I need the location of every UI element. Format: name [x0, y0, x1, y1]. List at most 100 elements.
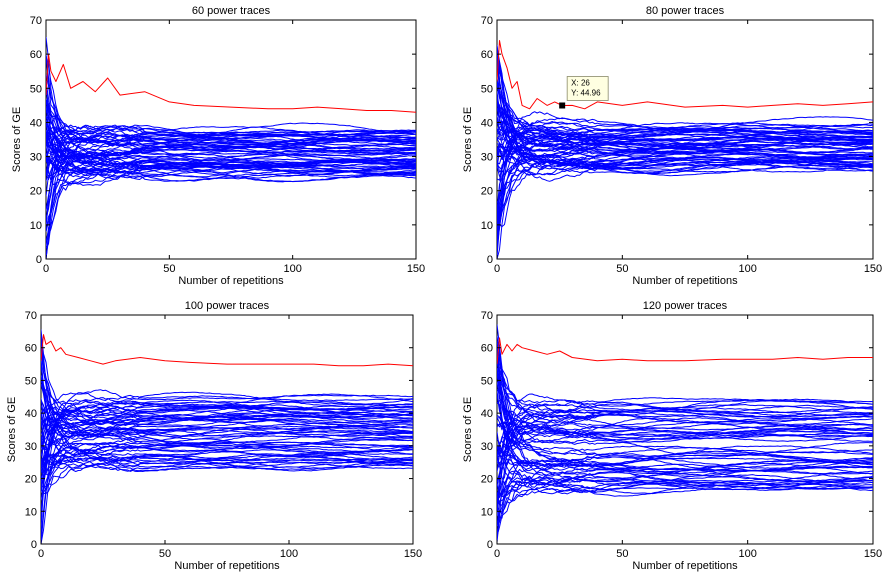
x-tick-label: 100 — [738, 548, 756, 560]
trace-line — [41, 398, 413, 469]
trace-line — [497, 340, 873, 477]
y-tick-label: 70 — [30, 15, 42, 27]
y-tick-label: 30 — [481, 441, 493, 453]
y-tick-label: 60 — [30, 49, 42, 61]
x-tick-label: 100 — [283, 263, 301, 275]
y-tick-label: 50 — [30, 83, 42, 95]
trace-line — [497, 146, 873, 160]
trace-line — [497, 477, 873, 508]
trace-line — [497, 452, 873, 527]
y-tick-label: 60 — [481, 49, 493, 61]
x-axis-label: Number of repetitions — [174, 560, 280, 572]
trace-line — [41, 389, 413, 544]
y-tick-label: 60 — [25, 343, 37, 355]
x-tick-label: 50 — [616, 263, 628, 275]
y-tick-label: 30 — [481, 152, 493, 164]
trace-line — [497, 454, 873, 491]
trace-line — [41, 412, 413, 435]
y-tick-label: 20 — [25, 474, 37, 486]
trace-line — [497, 450, 873, 470]
chart-panel-80-power-traces: 0 50 100 150 0 10 20 30 40 50 60 70 80 power traces N… — [462, 5, 882, 287]
y-tick-label: 70 — [481, 310, 493, 322]
trace-line — [46, 155, 416, 186]
chart-title: 120 power traces — [643, 300, 728, 312]
chart-panel-100-power-traces: 0 50 100 150 0 10 20 30 40 50 60 70 100 power traces… — [6, 300, 422, 572]
trace-line — [46, 137, 416, 224]
trace-line — [497, 361, 873, 414]
x-tick-label: 0 — [494, 263, 500, 275]
trace-line — [497, 482, 873, 497]
trace-line — [497, 50, 873, 168]
trace-line — [41, 415, 413, 473]
trace-line — [46, 152, 416, 225]
y-axis-label: Scores of GE — [462, 107, 474, 172]
trace-line — [497, 431, 873, 452]
data-tip[interactable]: X: 26Y: 44.96 — [559, 76, 609, 109]
trace-line — [46, 110, 416, 140]
x-tick-label: 150 — [864, 548, 882, 560]
trace-line — [497, 381, 873, 435]
trace-line — [41, 443, 413, 477]
y-tick-label: 20 — [481, 186, 493, 198]
trace-line — [41, 408, 413, 434]
trace-line — [497, 390, 873, 460]
trace-line — [497, 403, 873, 510]
trace-line — [497, 111, 873, 211]
correct-key-trace-line — [41, 334, 413, 367]
y-axis-label: Scores of GE — [6, 397, 18, 462]
correct-key-trace-line — [497, 40, 873, 110]
y-tick-label: 10 — [481, 506, 493, 518]
data-tip-text: Y: 44.96 — [571, 88, 601, 97]
trace-line — [497, 394, 873, 472]
trace-line — [497, 368, 873, 443]
trace-line — [41, 414, 413, 473]
y-tick-label: 10 — [30, 220, 42, 232]
x-tick-label: 50 — [159, 548, 171, 560]
y-tick-label: 0 — [487, 539, 493, 551]
trace-line — [41, 402, 413, 468]
trace-line — [41, 392, 413, 467]
trace-line — [41, 405, 413, 493]
y-tick-label: 40 — [481, 408, 493, 420]
trace-line — [497, 423, 873, 457]
trace-line — [497, 350, 873, 420]
correct-key-trace-line — [46, 53, 416, 113]
trace-line — [46, 133, 416, 172]
x-tick-label: 0 — [494, 548, 500, 560]
trace-line — [497, 402, 873, 455]
trace-line — [497, 155, 873, 182]
data-tip-marker[interactable] — [559, 102, 566, 109]
x-tick-label: 50 — [616, 548, 628, 560]
y-tick-label: 70 — [25, 310, 37, 322]
y-tick-label: 10 — [481, 220, 493, 232]
trace-line — [46, 145, 416, 180]
y-tick-label: 0 — [36, 254, 42, 266]
y-tick-label: 0 — [31, 539, 37, 551]
trace-line — [46, 131, 416, 159]
trace-line — [46, 167, 416, 247]
y-axis-label: Scores of GE — [462, 397, 474, 462]
chart-title: 80 power traces — [646, 5, 725, 17]
trace-line — [41, 400, 413, 421]
x-tick-label: 0 — [43, 263, 49, 275]
trace-line — [41, 455, 413, 511]
trace-line — [497, 462, 873, 537]
x-tick-label: 100 — [738, 263, 756, 275]
trace-line — [497, 467, 873, 512]
trace-line — [497, 132, 873, 153]
y-tick-label: 20 — [30, 186, 42, 198]
chart-panel-120-power-traces: 0 50 100 150 0 10 20 30 40 50 60 70 120 power traces… — [462, 300, 882, 572]
series-group — [46, 36, 416, 259]
trace-line — [497, 63, 873, 132]
trace-line — [497, 84, 873, 146]
trace-line — [497, 418, 873, 437]
data-tip-text: X: 26 — [571, 78, 590, 87]
trace-line — [41, 394, 413, 486]
y-tick-label: 70 — [481, 15, 493, 27]
trace-line — [41, 406, 413, 481]
data-tip-box — [566, 76, 609, 101]
trace-line — [497, 133, 873, 229]
trace-line — [41, 453, 413, 470]
trace-line — [41, 400, 413, 471]
chart-panel-60-power-traces: 0 50 100 150 0 10 20 30 40 50 60 70 60 power traces N… — [11, 5, 425, 287]
